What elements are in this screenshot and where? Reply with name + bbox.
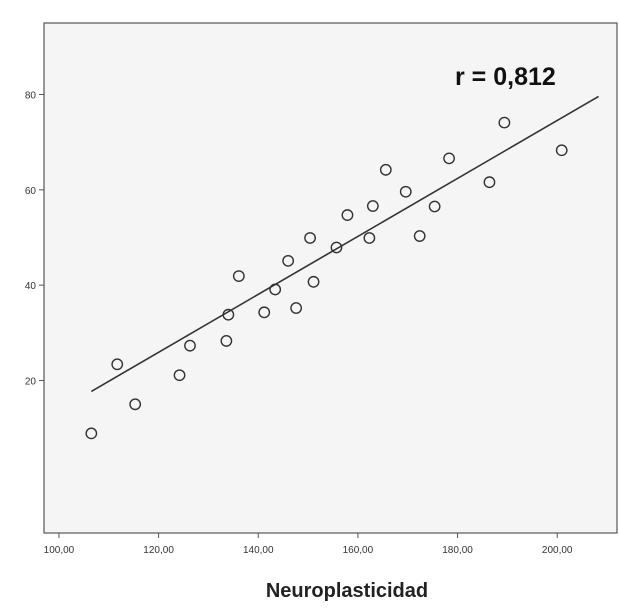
data-point [341, 209, 354, 221]
data-point [379, 163, 392, 176]
x-tick-label: 180,00 [442, 545, 473, 556]
data-point [498, 116, 511, 129]
data-point [282, 254, 295, 267]
data-point [399, 185, 412, 198]
data-points [85, 116, 568, 440]
y-axis: 20 40 60 80 [25, 90, 44, 387]
data-point [232, 270, 245, 282]
data-point [85, 427, 98, 440]
data-point [290, 302, 303, 314]
data-point [483, 176, 496, 189]
plot-frame [43, 22, 618, 534]
correlation-annotation: r = 0,812 [455, 63, 556, 91]
data-point [366, 200, 379, 212]
data-point [304, 232, 316, 244]
x-tick-label: 160,00 [343, 545, 374, 556]
x-tick-label: 100,00 [44, 545, 75, 556]
y-tick-label: 60 [25, 186, 37, 197]
data-point [173, 369, 186, 382]
x-axis-title: Neuroplasticidad [266, 580, 428, 602]
data-point [307, 275, 320, 288]
data-point [428, 200, 441, 213]
data-point [330, 241, 343, 254]
data-point [222, 308, 235, 321]
y-tick-label: 20 [25, 376, 37, 387]
x-tick-label: 120,00 [143, 545, 174, 556]
data-point [555, 144, 568, 157]
data-point [184, 339, 196, 352]
x-tick-label: 140,00 [243, 545, 274, 556]
data-point [129, 398, 142, 411]
y-tick-label: 40 [25, 281, 37, 292]
data-point [413, 230, 426, 242]
y-tick-label: 80 [25, 90, 37, 101]
data-point [258, 306, 271, 319]
x-tick-label: 200,00 [542, 545, 573, 556]
data-point [443, 152, 455, 165]
data-point [220, 335, 233, 347]
data-point [269, 283, 282, 296]
data-point [111, 358, 124, 371]
x-axis: 100,00 120,00 140,00 160,00 180,00 200,00 [44, 533, 573, 556]
regression-line [90, 95, 599, 393]
data-point [363, 232, 376, 244]
